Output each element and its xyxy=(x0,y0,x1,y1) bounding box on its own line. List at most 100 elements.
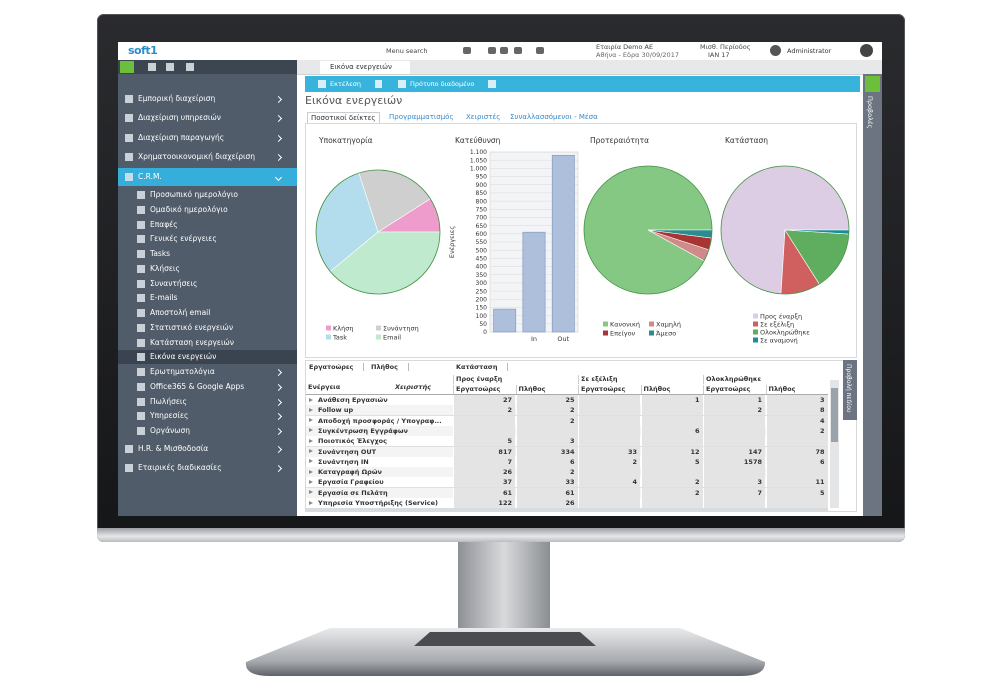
chart-panel xyxy=(305,123,857,358)
menu-item[interactable]: Office365 & Google Apps xyxy=(150,381,245,391)
menu-item[interactable]: Διαχείριση υπηρεσιών xyxy=(138,113,221,122)
expander[interactable] xyxy=(309,490,313,495)
expand-button[interactable] xyxy=(865,76,880,92)
legend-swatch xyxy=(753,321,758,327)
period: ΙΑΝ 17 xyxy=(708,51,730,59)
header-icon[interactable] xyxy=(536,47,544,54)
expander[interactable] xyxy=(309,438,313,443)
menu-icon xyxy=(137,353,145,362)
menu-icon xyxy=(137,323,145,332)
collapse-button[interactable] xyxy=(120,61,134,73)
menu-item[interactable]: Εμπορική διαχείριση xyxy=(138,94,216,103)
pivot-cell: 6 xyxy=(640,425,703,436)
pivot-row-label: Ανάθεση Εργασιών xyxy=(318,396,388,404)
pivot-cell: 4 xyxy=(765,415,828,426)
menu-item[interactable]: Οργάνωση xyxy=(150,426,191,435)
tab[interactable]: Εικόνα ενεργειών xyxy=(320,61,410,74)
toolbar-button[interactable]: Εκτέλεση xyxy=(330,80,361,88)
menu-item[interactable]: Γενικές ενέργειες xyxy=(150,234,217,244)
menu-item[interactable]: Χρηματοοικονομική διαχείριση xyxy=(138,152,256,161)
menu-search[interactable]: Menu search xyxy=(386,47,428,55)
pivot-cell xyxy=(578,395,640,405)
header-icon[interactable] xyxy=(488,47,496,54)
expander[interactable] xyxy=(309,469,313,474)
header-icon[interactable] xyxy=(514,47,522,54)
pivot-cell: 2 xyxy=(578,456,640,467)
subtab[interactable]: Ποσοτικοί δείκτες xyxy=(307,112,380,124)
pivot-row-field[interactable]: Χειριστής xyxy=(395,383,432,391)
pivot-filter[interactable]: Κατάσταση xyxy=(455,363,509,371)
menu-icon xyxy=(137,250,145,258)
menu-item[interactable]: C.R.M. xyxy=(118,168,297,186)
menu-item[interactable]: Εικόνα ενεργειών xyxy=(118,350,297,365)
menu-item[interactable]: Προσωπικό ημερολόγιο xyxy=(150,190,238,199)
menu-item[interactable]: Υπηρεσίες xyxy=(150,411,189,421)
chart-title: Κατεύθυνση xyxy=(455,136,501,145)
menu-item[interactable]: Κατάσταση ενεργειών xyxy=(150,337,234,347)
pivot-filter[interactable]: Εργατοώρες xyxy=(308,363,365,371)
right-strip xyxy=(863,74,882,516)
header-icon[interactable] xyxy=(463,47,471,54)
toolbar-button[interactable]: Πρότυπο διαδομένο xyxy=(410,80,475,88)
expander[interactable] xyxy=(309,407,313,412)
field-tab-label[interactable]: Προβολή πεδίου xyxy=(845,364,852,413)
sidebar-header xyxy=(118,60,297,74)
scroll-thumb[interactable] xyxy=(831,388,838,442)
subtab[interactable]: Χειριστές xyxy=(466,113,501,121)
subtab[interactable]: Συναλλασσόμενοι - Μέσα xyxy=(510,113,598,121)
sidebar-tool[interactable] xyxy=(186,63,194,71)
toolbar-icon xyxy=(488,80,496,88)
menu-item[interactable]: Εταιρικές διαδικασίες xyxy=(138,463,222,472)
menu-item[interactable]: E-mails xyxy=(150,293,178,303)
pivot-row-field[interactable]: Ενέργεια xyxy=(308,383,341,391)
menu-item[interactable]: Στατιστικό ενεργειών xyxy=(150,322,234,332)
menu-item[interactable]: Διαχείριση παραγωγής xyxy=(138,133,225,142)
expander[interactable] xyxy=(309,500,313,505)
pivot-cell: 12 xyxy=(640,446,703,457)
user[interactable]: Administrator xyxy=(787,47,832,55)
period-label: Μισθ. Περίοδος xyxy=(700,43,751,51)
menu-item[interactable]: Συναντήσεις xyxy=(150,278,198,288)
header-icon[interactable] xyxy=(500,47,508,54)
pie-outline xyxy=(583,165,713,295)
menu-item[interactable]: H.R. & Μισθοδοσία xyxy=(138,444,209,453)
expander[interactable] xyxy=(309,479,313,484)
pivot-cell xyxy=(578,498,640,508)
y-tick-label: 350 xyxy=(476,272,488,279)
menu-item[interactable]: Ερωτηματολόγια xyxy=(150,367,215,376)
expander[interactable] xyxy=(309,459,313,464)
menu-item[interactable]: Πωλήσεις xyxy=(150,396,187,406)
menu-icon xyxy=(137,412,145,421)
pivot-row-label: Συνάντηση IN xyxy=(318,457,369,466)
menu-icon xyxy=(137,294,145,303)
h-scrollbar xyxy=(306,508,828,512)
pivot-cell xyxy=(765,498,828,508)
y-tick-label: 400 xyxy=(476,264,488,271)
side-tab[interactable]: Προβολές xyxy=(866,96,874,129)
expander[interactable] xyxy=(309,418,313,423)
toolbar xyxy=(305,76,860,92)
menu-item[interactable]: Αποστολή email xyxy=(150,308,211,317)
expander[interactable] xyxy=(309,449,313,453)
neck xyxy=(458,540,550,630)
pivot-group: Προς έναρξη xyxy=(453,375,578,384)
sidebar-tool[interactable] xyxy=(166,63,174,71)
legend-label: Κανονική xyxy=(610,321,640,329)
menu-item[interactable]: Tasks xyxy=(150,249,171,258)
legend-label: Επείγον xyxy=(610,330,636,338)
expander[interactable] xyxy=(309,428,313,433)
menu-item[interactable]: Κλήσεις xyxy=(150,263,180,273)
pivot-cell xyxy=(640,436,703,447)
y-tick-label: 550 xyxy=(476,239,488,246)
pivot-cell: 61 xyxy=(453,487,515,498)
expander[interactable] xyxy=(309,397,313,402)
pivot-measure: Πλήθος xyxy=(640,385,703,394)
menu-item[interactable]: Επαφές xyxy=(150,219,178,229)
menu-item[interactable]: Ομαδικό ημερολόγιο xyxy=(150,204,228,214)
subtab[interactable]: Προγραμματισμός xyxy=(389,113,454,121)
pivot-filter[interactable]: Πλήθος xyxy=(370,363,409,371)
sidebar xyxy=(118,74,297,516)
pivot-cell xyxy=(578,405,640,416)
sidebar-tool[interactable] xyxy=(148,63,156,71)
pivot-row-label: Follow up xyxy=(318,406,354,415)
